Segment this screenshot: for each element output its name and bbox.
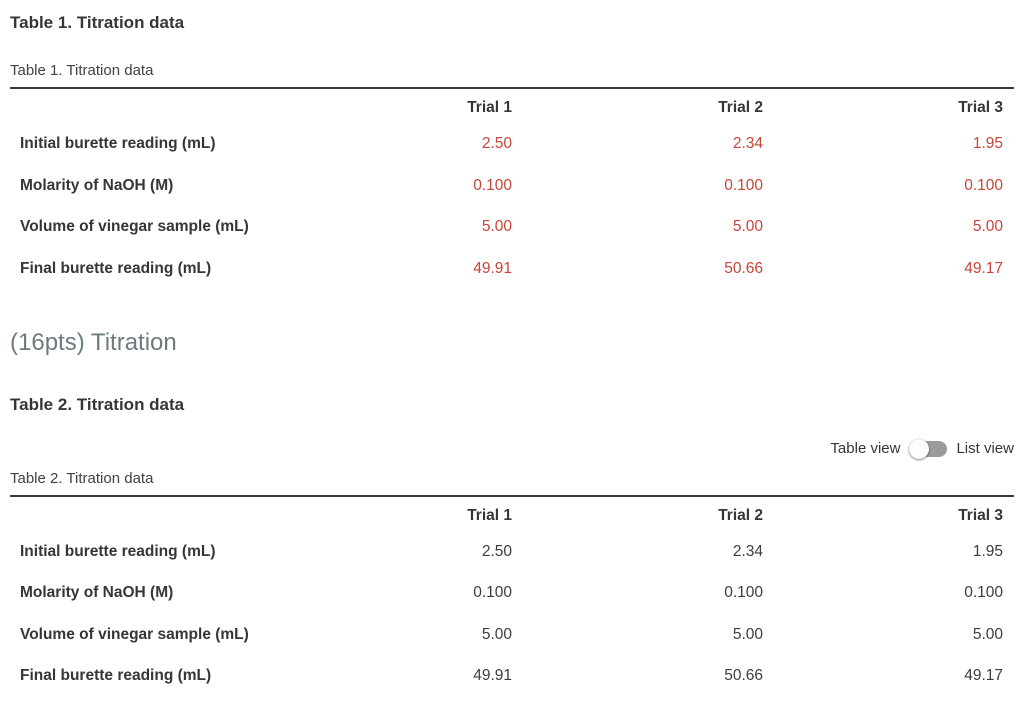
row-label: Final burette reading (mL) xyxy=(20,259,212,277)
list-view-label[interactable]: List view xyxy=(956,440,1014,458)
table-row: Molarity of NaOH (M) 0.100 0.100 0.100 xyxy=(10,572,1014,613)
value-cell: 0.100 xyxy=(964,584,1003,602)
titration-table-2: Trial 1 Trial 2 Trial 3 Initial burette rea… xyxy=(10,494,1014,697)
view-toggle-switch[interactable] xyxy=(909,438,948,459)
table2-title: Table 2. Titration data xyxy=(10,394,185,414)
value-cell: 50.66 xyxy=(724,259,763,277)
switch-knob-icon xyxy=(909,438,930,459)
value-cell: 2.50 xyxy=(481,543,512,561)
value-cell: 5.00 xyxy=(481,625,512,643)
value-cell: 0.100 xyxy=(473,176,512,194)
empty-header-cell xyxy=(10,496,261,531)
value-cell: 5.00 xyxy=(481,218,512,236)
column-header: Trial 2 xyxy=(718,506,763,524)
table1-title: Table 1. Titration data xyxy=(10,13,185,32)
table-view-label[interactable]: Table view xyxy=(830,440,901,458)
row-label: Initial burette reading (mL) xyxy=(20,135,216,153)
row-label: Initial burette reading (mL) xyxy=(20,543,216,561)
column-header: Trial 1 xyxy=(467,506,512,524)
table1-caption: Table 1. Titration data xyxy=(10,62,154,80)
column-header: Trial 2 xyxy=(718,99,763,116)
value-cell: 2.34 xyxy=(732,543,763,561)
value-cell: 5.00 xyxy=(732,218,763,236)
value-cell: 49.91 xyxy=(473,259,512,277)
value-cell: 0.100 xyxy=(724,584,763,602)
value-cell: 0.100 xyxy=(724,176,763,194)
value-cell: 0.100 xyxy=(473,584,512,602)
value-cell: 5.00 xyxy=(732,625,763,643)
row-label: Volume of vinegar sample (mL) xyxy=(20,218,249,236)
table-row: Volume of vinegar sample (mL) 5.00 5.00 5.0… xyxy=(10,206,1014,247)
value-cell: 2.34 xyxy=(732,135,763,153)
question-heading: (16pts) Titration xyxy=(10,328,177,356)
titration-table-1: Trial 1 Trial 2 Trial 3 Initial burette rea… xyxy=(10,87,1014,289)
value-cell: 5.00 xyxy=(972,218,1003,236)
table-row: Initial burette reading (mL) 2.50 2.34 1.95 xyxy=(10,123,1014,164)
value-cell: 2.50 xyxy=(481,135,512,153)
view-toggle-row: Table view List view xyxy=(10,438,1014,459)
table2-block: Table 2. Titration data Trial 1 Trial 2 Tr… xyxy=(10,470,1014,697)
empty-header-cell xyxy=(10,88,261,123)
value-cell: 50.66 xyxy=(724,667,763,685)
value-cell: 1.95 xyxy=(972,135,1003,153)
table1-block: Table 1. Titration data Trial 1 Trial 2 Tr… xyxy=(10,62,1014,289)
column-header: Trial 1 xyxy=(467,99,512,116)
header-row: Trial 1 Trial 2 Trial 3 xyxy=(10,496,1014,531)
row-label: Volume of vinegar sample (mL) xyxy=(20,625,249,643)
column-header: Trial 3 xyxy=(958,99,1003,116)
value-cell: 49.91 xyxy=(473,667,512,685)
table-row: Molarity of NaOH (M) 0.100 0.100 0.100 xyxy=(10,165,1014,206)
table-row: Final burette reading (mL) 49.91 50.66 49.1… xyxy=(10,655,1014,696)
table-row: Initial burette reading (mL) 2.50 2.34 1.95 xyxy=(10,531,1014,572)
table2-caption: Table 2. Titration data xyxy=(10,469,154,487)
value-cell: 5.00 xyxy=(972,625,1003,643)
row-label: Final burette reading (mL) xyxy=(20,667,212,685)
header-row: Trial 1 Trial 2 Trial 3 xyxy=(10,88,1014,123)
table-row: Volume of vinegar sample (mL) 5.00 5.00 5.0… xyxy=(10,614,1014,655)
page: Table 1. Titration data Table 1. Titrati… xyxy=(10,12,1014,697)
row-label: Molarity of NaOH (M) xyxy=(20,584,174,602)
table-row: Final burette reading (mL) 49.91 50.66 49.1… xyxy=(10,248,1014,289)
value-cell: 1.95 xyxy=(972,543,1003,561)
value-cell: 0.100 xyxy=(964,176,1003,194)
value-cell: 49.17 xyxy=(964,259,1003,277)
column-header: Trial 3 xyxy=(958,506,1003,524)
row-label: Molarity of NaOH (M) xyxy=(20,176,174,194)
value-cell: 49.17 xyxy=(964,667,1003,685)
